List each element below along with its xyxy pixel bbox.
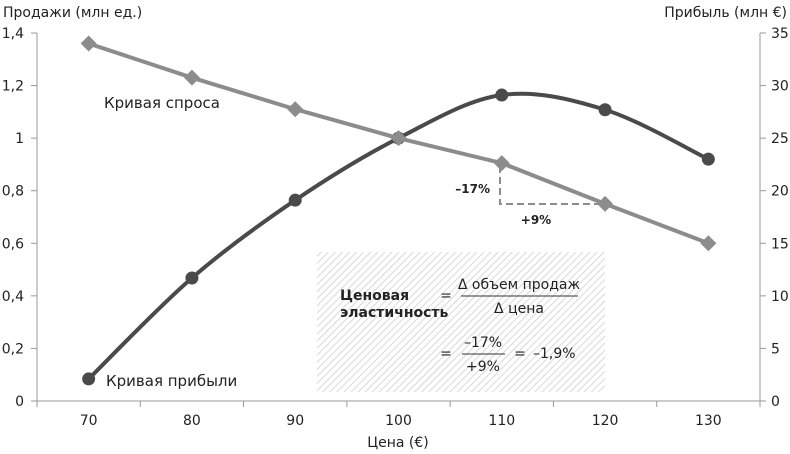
left-axis-title: Продажи (млн ед.) <box>3 5 142 21</box>
profit-curve-label: Кривая прибыли <box>106 372 237 390</box>
profit-point <box>701 152 715 166</box>
right-y-tick-label: 30 <box>771 79 789 95</box>
right-y-tick-label: 5 <box>771 341 780 357</box>
elasticity-formula: Ценовая эластичность = Δ объем продаж Δ … <box>340 277 580 375</box>
demand-point <box>287 101 304 118</box>
formula-equals-2: = <box>440 346 452 362</box>
left-y-ticks: 0 0,2 0,4 0,6 0,8 1 1,2 1,4 <box>2 26 37 410</box>
formula-equals-1: = <box>440 288 452 304</box>
left-y-tick-label: 0 <box>15 394 24 410</box>
axes <box>36 33 761 402</box>
profit-point <box>185 271 199 285</box>
right-y-tick-label: 0 <box>771 394 780 410</box>
right-axis-title: Прибыль (млн €) <box>664 5 787 21</box>
demand-point <box>700 235 717 252</box>
left-y-tick-label: 1 <box>15 131 24 147</box>
demand-curve-label: Кривая спроса <box>104 94 220 112</box>
demand-series <box>80 35 717 252</box>
formula-result: –1,9% <box>533 346 576 362</box>
x-tick-label: 90 <box>286 413 304 429</box>
right-y-tick-label: 15 <box>771 236 789 252</box>
right-y-tick-label: 10 <box>771 289 789 305</box>
left-y-tick-label: 1,4 <box>2 26 24 42</box>
demand-point <box>597 195 614 212</box>
x-tick-label: 120 <box>592 413 619 429</box>
drop-label: –17% <box>455 182 490 196</box>
x-tick-label: 80 <box>183 413 201 429</box>
formula-numerator: Δ объем продаж <box>458 277 581 293</box>
left-y-tick-label: 0,4 <box>2 289 24 305</box>
demand-point <box>80 35 97 52</box>
profit-point <box>288 193 302 207</box>
right-y-tick-label: 20 <box>771 184 789 200</box>
formula-equals-3: = <box>514 346 526 362</box>
x-axis-title: Цена (€) <box>367 435 429 451</box>
right-y-tick-label: 35 <box>771 26 789 42</box>
elasticity-step: –17% +9% <box>455 166 600 227</box>
profit-point <box>598 103 612 117</box>
left-y-tick-label: 0,6 <box>2 236 24 252</box>
formula-term-line2: эластичность <box>340 305 449 321</box>
profit-point <box>495 88 509 102</box>
left-y-tick-label: 0,8 <box>2 184 24 200</box>
demand-point <box>390 130 407 147</box>
left-y-tick-label: 0,2 <box>2 341 24 357</box>
x-tick-label: 110 <box>488 413 515 429</box>
formula-num2: –17% <box>464 335 502 351</box>
demand-point <box>183 69 200 86</box>
x-tick-label: 100 <box>385 413 412 429</box>
demand-point <box>493 155 510 172</box>
right-y-tick-label: 25 <box>771 131 789 147</box>
x-tick-label: 70 <box>80 413 98 429</box>
right-y-ticks: 0 5 10 15 20 25 30 35 <box>760 26 789 410</box>
formula-denominator: Δ цена <box>494 301 544 317</box>
formula-term-line1: Ценовая <box>340 288 409 304</box>
step-dashed-line <box>499 166 600 205</box>
left-y-tick-label: 1,2 <box>2 79 24 95</box>
profit-point <box>82 372 96 386</box>
formula-box <box>317 252 605 392</box>
x-ticks: 70 80 90 100 110 120 130 <box>36 401 761 429</box>
rise-label: +9% <box>521 213 551 227</box>
x-tick-label: 130 <box>695 413 722 429</box>
formula-den2: +9% <box>466 359 500 375</box>
